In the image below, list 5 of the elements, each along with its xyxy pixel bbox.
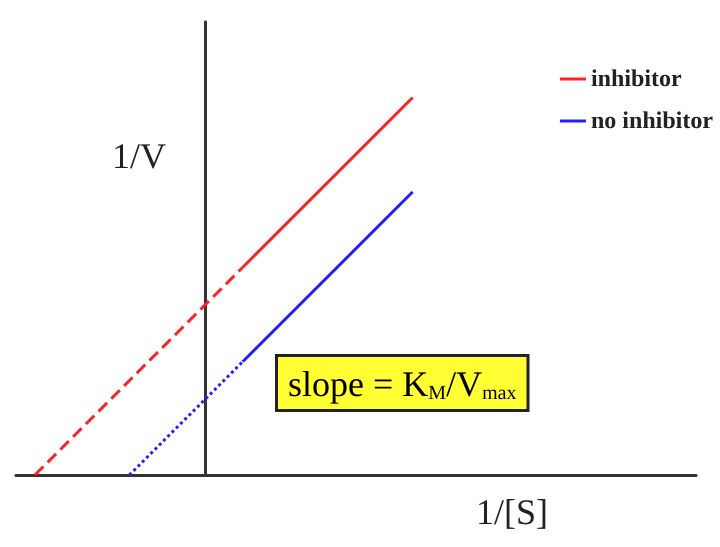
annotation: slope = KM/Vmax bbox=[288, 364, 517, 404]
y-axis-title: 1/V bbox=[112, 136, 166, 176]
x-axis-title: 1/[S] bbox=[476, 492, 548, 532]
legend-label: no inhibitor bbox=[590, 108, 714, 134]
legend-label: inhibitor bbox=[590, 66, 682, 92]
